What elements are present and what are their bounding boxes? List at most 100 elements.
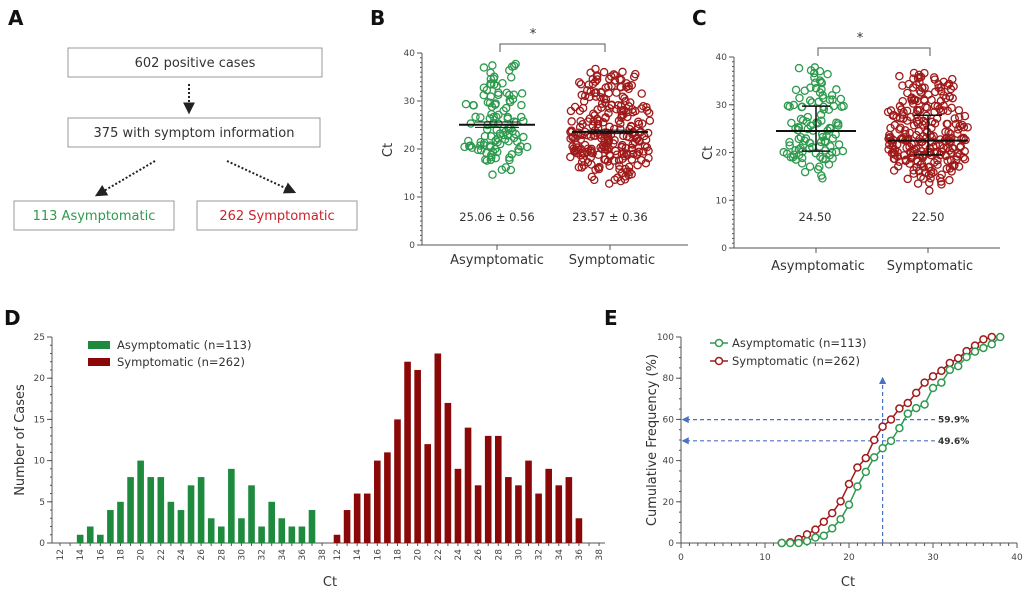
cumulative-point-symptomatic: [811, 525, 820, 534]
x-tick-label: 14: [76, 549, 86, 561]
panel-letter-c: C: [692, 6, 707, 30]
mean-label-symptomatic: 23.57 ± 0.36: [572, 210, 647, 224]
data-point-asymptomatic: [839, 101, 848, 111]
data-point-asymptomatic: [800, 167, 810, 177]
legend-swatch-asymptomatic: [88, 341, 110, 349]
median-label-asymptomatic: 24.50: [799, 210, 832, 224]
data-point-symptomatic: [933, 160, 942, 169]
y-tick-label: 10: [34, 457, 46, 467]
data-point-symptomatic: [950, 114, 960, 123]
data-point-symptomatic: [895, 71, 904, 81]
bar-symptomatic: [414, 369, 421, 543]
bar-asymptomatic: [97, 534, 104, 543]
bar-asymptomatic: [217, 526, 225, 543]
data-point-symptomatic: [919, 95, 929, 104]
category-label-symptomatic: Symptomatic: [569, 253, 655, 268]
data-point-symptomatic: [623, 107, 633, 117]
data-point-symptomatic: [922, 128, 932, 137]
y-tick-label: 0: [409, 241, 415, 251]
data-point-symptomatic: [939, 101, 948, 111]
data-point-symptomatic: [960, 111, 970, 121]
x-tick-label: 0: [678, 553, 684, 563]
cumulative-point-asymptomatic: [777, 538, 787, 548]
data-point-asymptomatic: [506, 73, 516, 82]
cumulative-point-symptomatic: [869, 435, 879, 445]
bar-asymptomatic: [147, 477, 155, 543]
data-point-symptomatic: [593, 163, 603, 173]
bar-asymptomatic: [117, 501, 124, 543]
cumulative-point-symptomatic: [987, 332, 997, 342]
flow-arrow-right: [226, 160, 297, 194]
cumulative-point-asymptomatic: [869, 453, 879, 462]
cumulative-point-asymptomatic: [861, 467, 871, 477]
legend-label-asymptomatic: Asymptomatic (n=113): [117, 338, 252, 352]
data-point-symptomatic: [634, 117, 643, 127]
bar-symptomatic: [484, 435, 492, 543]
data-point-asymptomatic: [832, 118, 841, 128]
data-point-symptomatic: [595, 162, 604, 172]
cumulative-point-symptomatic: [827, 508, 837, 518]
legend-marker-symptomatic: [714, 356, 724, 366]
x-tick-label: 38: [595, 549, 605, 561]
x-tick-label: 28: [217, 549, 227, 561]
data-point-asymptomatic: [502, 88, 511, 98]
cumulative-point-asymptomatic: [962, 352, 971, 362]
legend-swatch-symptomatic: [88, 358, 110, 366]
bar-symptomatic: [555, 485, 563, 543]
panel-letter-e: E: [604, 306, 618, 330]
data-point-symptomatic: [583, 144, 593, 153]
data-point-asymptomatic: [838, 146, 848, 156]
bar-symptomatic: [515, 485, 522, 543]
data-point-symptomatic: [627, 81, 636, 90]
bar-symptomatic: [444, 402, 452, 543]
data-point-symptomatic: [907, 94, 916, 103]
data-point-asymptomatic: [817, 77, 826, 87]
bar-asymptomatic: [258, 526, 265, 543]
data-point-symptomatic: [606, 72, 616, 81]
cumulative-point-symptomatic: [920, 378, 929, 387]
bar-symptomatic: [333, 534, 341, 543]
bar-asymptomatic: [137, 460, 144, 543]
data-point-symptomatic: [609, 70, 619, 79]
bar-asymptomatic: [268, 501, 275, 543]
bar-asymptomatic: [228, 468, 235, 543]
cumulative-point-symptomatic: [937, 366, 946, 376]
x-tick-label: 32: [258, 549, 268, 560]
data-point-symptomatic: [914, 70, 924, 80]
cumulative-point-asymptomatic: [953, 361, 963, 371]
data-point-symptomatic: [629, 72, 639, 82]
data-point-symptomatic: [624, 162, 634, 172]
cumulative-point-asymptomatic: [937, 378, 946, 387]
data-point-asymptomatic: [817, 116, 826, 125]
panel-c-median-scatter: C Ct Asymptomatic Symptomatic 24.50 22.5…: [692, 6, 1000, 274]
flow-box-asymptomatic: [13, 200, 175, 231]
bar-asymptomatic: [238, 518, 245, 543]
flow-middle-text: 375 with symptom information: [94, 126, 295, 141]
x-tick-label: 36: [298, 549, 308, 561]
data-point-symptomatic: [902, 106, 912, 116]
data-point-symptomatic: [909, 68, 919, 78]
y-tick-label: 20: [34, 374, 46, 384]
data-point-asymptomatic: [517, 100, 526, 110]
data-point-asymptomatic: [832, 85, 841, 94]
data-point-asymptomatic: [791, 124, 800, 133]
data-point-symptomatic: [613, 101, 623, 110]
data-point-symptomatic: [939, 77, 948, 87]
significance-bracket: [817, 47, 931, 56]
cumulative-point-asymptomatic: [903, 409, 913, 418]
data-point-symptomatic: [605, 161, 614, 171]
bar-asymptomatic: [298, 526, 306, 543]
x-tick-label: 30: [927, 553, 939, 563]
data-point-symptomatic: [895, 125, 904, 134]
x-tick-label: 30: [514, 549, 524, 561]
panel-e-cumulative: E Cumulative Frequency (%) Ct Asymptomat…: [604, 306, 1023, 590]
data-point-symptomatic: [937, 170, 946, 179]
y-tick-label: 60: [663, 415, 675, 425]
x-tick-label: 32: [535, 549, 545, 560]
data-point-symptomatic: [912, 105, 922, 115]
data-point-asymptomatic: [467, 143, 477, 153]
data-point-asymptomatic: [821, 137, 830, 147]
x-tick-label: 36: [575, 549, 585, 561]
bar-symptomatic: [434, 353, 442, 543]
